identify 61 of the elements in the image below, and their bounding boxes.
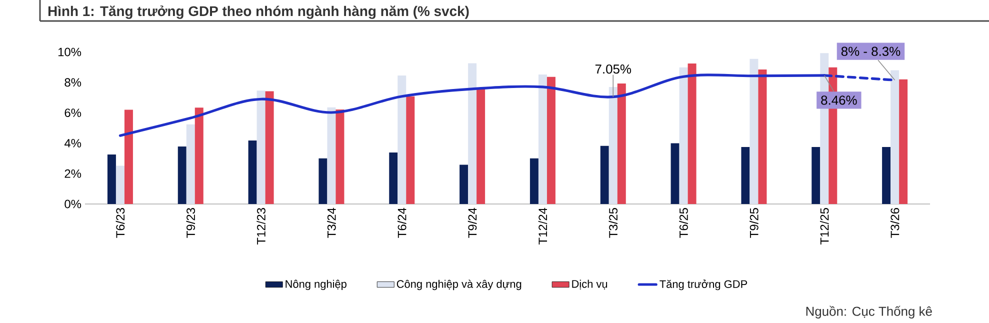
y-tick-label: 8% xyxy=(64,78,82,87)
bar xyxy=(882,147,891,204)
text: Nguồn: Cục Thống kê xyxy=(806,306,932,318)
legend-label: Công nghiệp và xây dựng xyxy=(396,280,522,290)
bar xyxy=(750,58,758,204)
chart-title: Hình 1: Tăng trưởng GDP theo nhóm ngành hàng năm (% svck) xyxy=(48,6,469,19)
x-tick-label: T3/25 xyxy=(608,208,618,238)
bar xyxy=(538,74,547,204)
x-tick-label: T9/25 xyxy=(750,208,758,238)
y-tick-label: 10% xyxy=(58,48,82,56)
x-tick-label: T3/26 xyxy=(890,208,900,238)
y-tick-label: 2% xyxy=(64,169,82,178)
bar xyxy=(124,110,133,204)
x-tick-label: T6/24 xyxy=(397,208,406,238)
bar xyxy=(741,147,750,204)
x-tick-label: T12/25 xyxy=(820,208,829,244)
bar xyxy=(600,146,609,204)
bar xyxy=(670,143,680,204)
bar xyxy=(530,158,538,204)
bar xyxy=(406,96,415,204)
bar xyxy=(899,79,908,204)
y-tick-label: 4% xyxy=(64,139,82,148)
bar xyxy=(178,146,186,204)
bar xyxy=(194,108,204,204)
bar xyxy=(256,90,266,204)
bar xyxy=(608,86,618,204)
bar xyxy=(688,64,696,204)
annotation: 8.46% xyxy=(821,96,857,105)
bar xyxy=(812,147,820,204)
x-tick-label: T9/24 xyxy=(468,208,477,238)
bar xyxy=(336,109,344,204)
bar xyxy=(107,154,116,204)
legend-label: Tăng trưởng GDP xyxy=(660,280,748,290)
x-tick-label: T6/23 xyxy=(116,208,125,238)
x-tick-label: T12/23 xyxy=(256,208,266,244)
bar xyxy=(679,67,688,204)
x-tick-label: T6/25 xyxy=(679,208,688,238)
bar xyxy=(248,140,257,204)
annotation: 7.05% xyxy=(595,64,632,74)
legend-label: Nông nghiệp xyxy=(286,280,346,290)
bar xyxy=(460,164,468,204)
y-tick-label: 0% xyxy=(64,200,82,208)
x-tick-label: T3/24 xyxy=(327,208,336,238)
bar xyxy=(265,91,274,204)
bar xyxy=(318,158,328,204)
bar xyxy=(389,152,398,204)
bar xyxy=(890,70,900,204)
bar xyxy=(327,107,336,204)
bar xyxy=(186,124,195,204)
annotation: 8% - 8.3% xyxy=(841,46,900,56)
bar xyxy=(468,63,477,204)
legend-label: Dịch vụ xyxy=(572,280,608,290)
bar xyxy=(476,88,486,204)
bar xyxy=(617,83,626,204)
x-tick-label: T9/23 xyxy=(186,208,196,238)
x-tick-label: T12/24 xyxy=(538,208,548,244)
bar xyxy=(116,166,124,204)
bar xyxy=(758,69,767,204)
bar xyxy=(398,76,406,204)
bar xyxy=(546,76,556,204)
y-tick-label: 6% xyxy=(64,108,82,118)
